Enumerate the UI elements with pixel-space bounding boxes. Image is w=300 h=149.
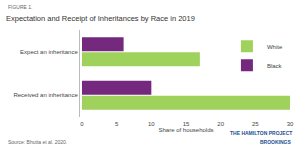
svg-text:Expect an inheritance: Expect an inheritance — [20, 49, 78, 55]
svg-text:25: 25 — [252, 121, 259, 127]
svg-text:20: 20 — [217, 121, 224, 127]
svg-text:Expectation and Receipt of Inh: Expectation and Receipt of Inheritances … — [6, 14, 195, 23]
svg-text:THE HAMILTON PROJECT: THE HAMILTON PROJECT — [230, 130, 292, 136]
svg-text:5: 5 — [115, 121, 119, 127]
svg-text:BROOKINGS: BROOKINGS — [260, 139, 292, 145]
svg-text:White: White — [267, 44, 283, 50]
svg-text:FIGURE 1.: FIGURE 1. — [8, 4, 32, 10]
svg-text:Received an inheritance: Received an inheritance — [13, 92, 78, 98]
svg-text:15: 15 — [183, 121, 190, 127]
svg-text:Share of households: Share of households — [158, 127, 213, 133]
svg-text:Source: Bhutta et al. 2020.: Source: Bhutta et al. 2020. — [8, 139, 67, 145]
svg-text:30: 30 — [287, 121, 294, 127]
svg-text:0: 0 — [80, 121, 84, 127]
svg-text:10: 10 — [148, 121, 155, 127]
svg-text:Black: Black — [267, 63, 283, 69]
